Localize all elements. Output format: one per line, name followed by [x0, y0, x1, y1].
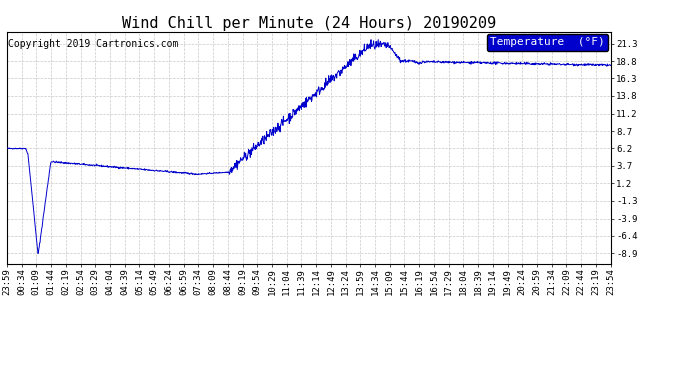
Text: Copyright 2019 Cartronics.com: Copyright 2019 Cartronics.com: [8, 39, 179, 49]
Legend: Temperature  (°F): Temperature (°F): [487, 34, 609, 51]
Title: Wind Chill per Minute (24 Hours) 20190209: Wind Chill per Minute (24 Hours) 2019020…: [121, 16, 496, 31]
